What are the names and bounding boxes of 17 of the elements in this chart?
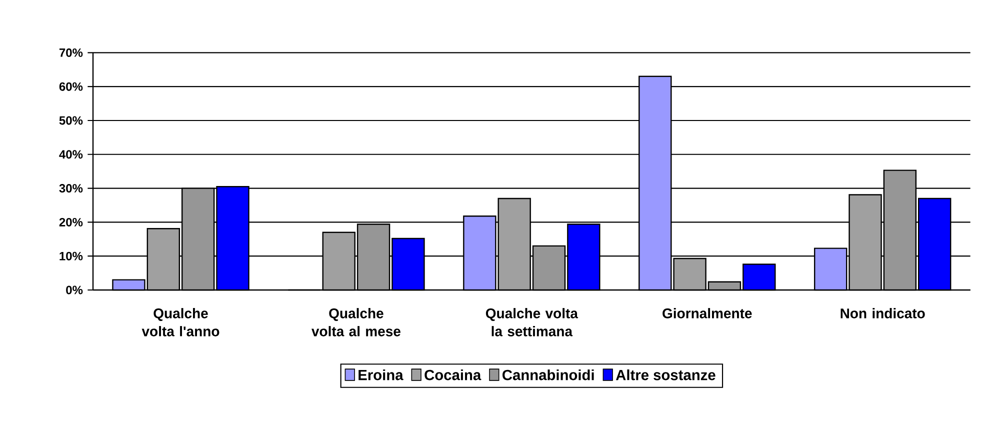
x-tick-label: Qualche volta l'anno	[142, 308, 220, 336]
y-tick-label: 60%	[59, 82, 83, 91]
y-tick-label: 70%	[59, 48, 83, 57]
legend-label: Cannabinoidi	[502, 369, 594, 380]
y-tick-label: 10%	[60, 252, 83, 260]
legend-label: Eroina	[358, 369, 404, 380]
y-tick-label: 0%	[66, 286, 83, 294]
y-tick-label: 30%	[59, 184, 83, 193]
x-tick-label: Qualche volta al mese	[312, 308, 400, 336]
y-tick-label: 50%	[59, 116, 83, 125]
legend-label: Cocaina	[424, 369, 482, 380]
legend-label: Altre sostanze	[616, 369, 716, 380]
x-tick-label: Non indicato	[840, 308, 925, 318]
x-tick-label: Giornalmente	[662, 308, 752, 318]
x-tick-label: Qualche volta la settimana	[486, 308, 578, 336]
y-tick-label: 20%	[59, 218, 83, 226]
y-tick-label: 40%	[59, 150, 83, 159]
